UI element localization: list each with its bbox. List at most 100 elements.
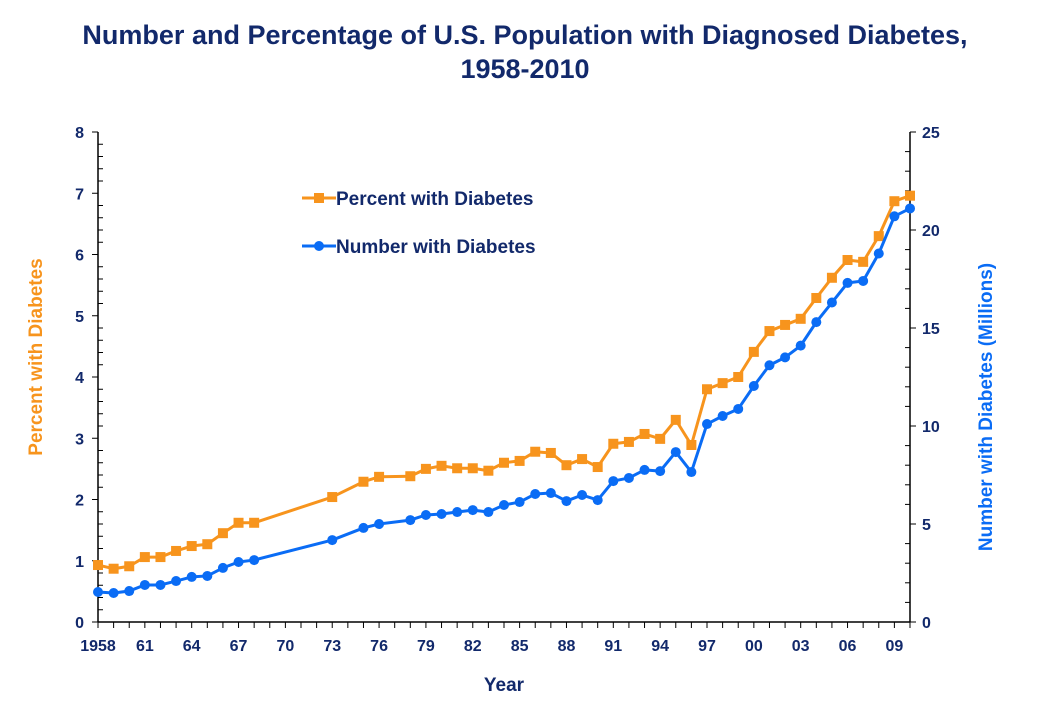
data-point-number <box>561 496 572 507</box>
x-axis-tick-label: 64 <box>183 638 201 655</box>
chart-title-line-1: Number and Percentage of U.S. Population… <box>82 20 968 50</box>
data-point-percent <box>108 563 119 574</box>
data-point-number <box>577 489 588 500</box>
data-point-number <box>670 447 681 458</box>
x-axis-tick-label: 70 <box>276 638 294 655</box>
right-axis-tick-label: 0 <box>922 615 931 632</box>
data-point-number <box>858 275 869 286</box>
x-axis-tick-label: 73 <box>323 638 341 655</box>
data-point-number <box>483 507 494 518</box>
data-point-number <box>733 403 744 414</box>
left-axis-tick-label: 4 <box>75 370 84 387</box>
x-axis-tick-label: 06 <box>839 638 857 655</box>
right-axis-label: Number with Diabetes (Millions) <box>976 263 997 551</box>
data-point-number <box>702 419 712 430</box>
data-point-percent <box>577 454 588 465</box>
data-point-number <box>717 411 728 422</box>
data-point-number <box>108 587 119 598</box>
data-point-percent <box>748 346 759 357</box>
data-point-percent <box>420 463 431 474</box>
data-point-percent <box>249 517 260 528</box>
data-point-number <box>592 495 603 506</box>
data-point-percent <box>514 455 525 466</box>
data-point-percent <box>826 272 837 283</box>
data-point-percent <box>530 446 541 457</box>
data-point-number <box>608 476 619 487</box>
x-axis-tick-label: 00 <box>745 638 763 655</box>
x-axis-tick-label: 67 <box>230 638 248 655</box>
data-point-number <box>436 509 447 520</box>
x-axis-tick-label: 09 <box>885 638 903 655</box>
data-point-number <box>530 489 541 500</box>
data-point-percent <box>795 313 806 324</box>
data-point-number <box>139 579 150 590</box>
data-point-number <box>499 499 509 510</box>
data-point-number <box>811 317 822 328</box>
data-point-number <box>873 248 884 259</box>
data-point-percent <box>842 255 853 266</box>
chart-title: Number and Percentage of U.S. Population… <box>0 18 1050 86</box>
data-point-number <box>686 467 697 478</box>
left-axis-tick-label: 2 <box>75 493 84 510</box>
data-point-number <box>233 557 244 568</box>
data-point-percent <box>905 190 915 201</box>
data-point-percent <box>139 552 150 563</box>
data-point-percent <box>358 476 369 487</box>
x-axis-tick-label: 91 <box>604 638 622 655</box>
data-point-number <box>826 297 837 308</box>
data-point-percent <box>608 438 619 449</box>
data-point-percent <box>124 561 135 572</box>
data-point-number <box>249 555 260 566</box>
data-point-percent <box>702 384 712 395</box>
data-point-number <box>93 587 103 598</box>
data-point-percent <box>545 447 556 458</box>
data-point-percent <box>858 256 869 267</box>
data-point-percent <box>717 378 728 389</box>
left-axis-tick-label: 0 <box>75 615 84 632</box>
data-point-percent <box>171 545 182 556</box>
right-axis-tick-label: 20 <box>922 223 940 240</box>
left-axis-tick-label: 8 <box>75 125 84 142</box>
data-point-number <box>467 505 478 516</box>
data-point-number <box>905 203 915 214</box>
x-axis-label: Year <box>484 675 525 696</box>
data-point-percent <box>670 414 681 425</box>
x-axis-tick-label: 85 <box>511 638 529 655</box>
data-point-number <box>217 562 228 573</box>
x-axis-tick-label: 79 <box>417 638 435 655</box>
data-point-percent <box>655 433 666 444</box>
data-point-number <box>764 360 775 371</box>
left-axis-tick-label: 6 <box>75 248 84 265</box>
legend-label-percent: Percent with Diabetes <box>336 189 533 210</box>
data-point-percent <box>217 528 228 539</box>
data-point-number <box>514 497 525 508</box>
right-axis-tick-label: 10 <box>922 419 940 436</box>
x-axis-tick-label: 88 <box>558 638 576 655</box>
data-point-percent <box>811 292 822 303</box>
x-axis-tick-label: 1958 <box>80 638 116 655</box>
data-point-number <box>374 519 385 529</box>
left-axis-tick-label: 5 <box>75 309 84 326</box>
data-point-number <box>780 352 791 363</box>
data-point-percent <box>873 231 884 242</box>
data-point-percent <box>686 439 697 450</box>
data-point-number <box>327 535 338 546</box>
data-point-percent <box>764 326 775 337</box>
data-point-percent <box>499 457 509 468</box>
right-axis-tick-label: 25 <box>922 125 940 142</box>
data-point-number <box>795 340 806 351</box>
chart-title-line-2: 1958-2010 <box>460 54 590 84</box>
left-axis-tick-label: 7 <box>75 186 84 203</box>
legend-marker-number <box>314 241 324 251</box>
data-point-number <box>842 277 853 288</box>
data-point-percent <box>327 492 338 503</box>
right-axis-tick-label: 15 <box>922 321 940 338</box>
data-point-percent <box>623 436 634 447</box>
data-point-percent <box>592 462 603 473</box>
data-point-percent <box>202 539 213 550</box>
data-point-percent <box>780 319 791 330</box>
legend-label-number: Number with Diabetes <box>336 237 536 258</box>
legend-marker-percent <box>314 193 324 203</box>
data-point-percent <box>93 560 103 571</box>
